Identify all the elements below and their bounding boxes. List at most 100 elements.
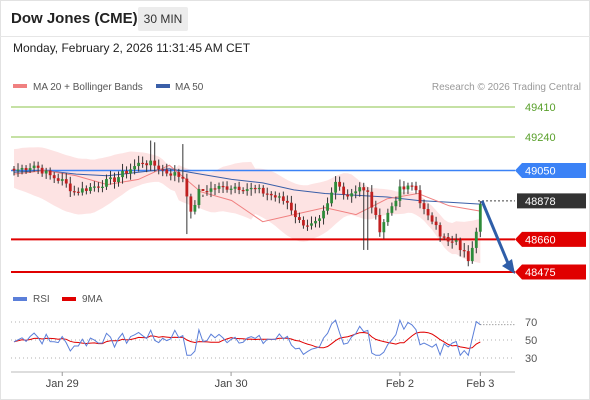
x-tick-label: Feb 3: [466, 378, 494, 390]
candle-body: [478, 204, 482, 232]
candle-body: [386, 212, 390, 223]
candle-body: [141, 162, 145, 165]
candle-body: [434, 221, 438, 226]
candle-body: [326, 203, 329, 211]
ma50-line: [13, 168, 481, 205]
rsi-tick-label: 30: [525, 353, 537, 365]
candle-body: [165, 169, 169, 174]
candle-body: [245, 189, 249, 192]
candle-body: [289, 202, 293, 211]
candle-body: [97, 186, 100, 188]
ma20-line: [13, 164, 481, 223]
candle-body: [209, 188, 213, 192]
candle-body: [466, 251, 470, 262]
ma20-legend-label: MA 20 + Bollinger Bands: [33, 82, 143, 93]
candle-body: [80, 188, 84, 193]
candle-body: [113, 177, 116, 183]
current-price-label: 48878: [525, 196, 556, 208]
candle-body: [330, 192, 333, 204]
support-label: 48475: [525, 267, 556, 279]
ma9-legend-swatch: [62, 297, 76, 301]
ma50-legend-swatch: [156, 84, 170, 88]
rsi-tick-label: 50: [525, 335, 537, 347]
candle-body: [233, 186, 237, 189]
timeframe-button[interactable]: 30 MIN: [138, 7, 188, 31]
candle-body: [117, 177, 120, 183]
candle-body: [378, 214, 382, 233]
candle-body: [430, 215, 434, 222]
candle-body: [310, 223, 313, 226]
projection-arrow: [480, 200, 515, 274]
x-tick-label: Feb 2: [386, 378, 414, 390]
candle-body: [20, 167, 24, 170]
candle-body: [318, 218, 321, 221]
rsi-legend-label: RSI: [33, 294, 50, 305]
candle-body: [398, 186, 402, 201]
candle-body: [269, 193, 273, 196]
candle-body: [60, 179, 64, 181]
candle-body: [217, 185, 221, 189]
candle-body: [334, 181, 337, 193]
candle-body: [314, 220, 317, 224]
candle-body: [213, 188, 217, 190]
candle-body: [277, 196, 281, 198]
candle-body: [249, 187, 253, 190]
candle-body: [370, 191, 374, 208]
ma20-legend-swatch: [13, 84, 27, 88]
candle-body: [161, 169, 165, 171]
candle-body: [36, 165, 40, 168]
support-label: 48660: [525, 234, 556, 246]
candle-body: [48, 170, 52, 176]
candle-body: [298, 217, 301, 220]
candle-body: [422, 203, 426, 210]
candle-body: [137, 162, 141, 167]
pivot-label: 49050: [525, 166, 556, 178]
candle-body: [237, 186, 241, 191]
candle-body: [24, 167, 28, 171]
candle-body: [105, 179, 108, 187]
candle-body: [470, 247, 474, 262]
candle-body: [88, 187, 92, 191]
rsi-line: [13, 318, 481, 357]
candle-body: [129, 169, 132, 174]
candle-body: [133, 166, 136, 170]
candle-body: [294, 210, 297, 218]
candle-body: [354, 191, 358, 194]
x-axis-ticks: Jan 29 Jan 30 Feb 2 Feb 3: [46, 372, 494, 390]
level-labels: 49410 49240 49050 48878 48660 48475: [515, 102, 586, 280]
candle-body: [306, 225, 309, 227]
instrument-title: Dow Jones (CME): [11, 10, 138, 27]
candle-body: [458, 240, 462, 251]
candle-body: [64, 179, 68, 184]
candle-body: [56, 178, 60, 181]
candle-body: [446, 237, 450, 242]
candle-body: [402, 186, 406, 190]
candle-body: [281, 196, 285, 201]
candle-body: [406, 185, 410, 190]
candle-body: [153, 160, 157, 166]
resistance-label: 49240: [525, 132, 556, 144]
datetime-label: Monday, February 2, 2026 11:31:45 AM CET: [13, 41, 251, 55]
support-tag: [515, 231, 586, 247]
moving-averages: [13, 164, 481, 223]
candle-body: [241, 190, 245, 192]
candle-body: [189, 196, 193, 212]
candle-body: [197, 188, 201, 206]
candle-body: [474, 231, 478, 248]
candle-body: [177, 172, 181, 177]
support-tag: [515, 264, 586, 280]
projection-arrow-head: [502, 259, 515, 274]
candle-body: [342, 186, 346, 195]
candle-body: [257, 187, 261, 190]
candle-body: [145, 163, 149, 166]
candle-body: [157, 165, 161, 170]
header-bar: Dow Jones (CME) 30 MIN: [0, 0, 590, 37]
candle-body: [28, 168, 32, 171]
candle-body: [322, 210, 325, 219]
candle-body: [390, 206, 394, 213]
rsi-ma9-line: [13, 331, 481, 349]
rsi-legend-swatch: [13, 297, 27, 301]
candle-body: [225, 186, 229, 190]
candle-body: [205, 191, 209, 193]
